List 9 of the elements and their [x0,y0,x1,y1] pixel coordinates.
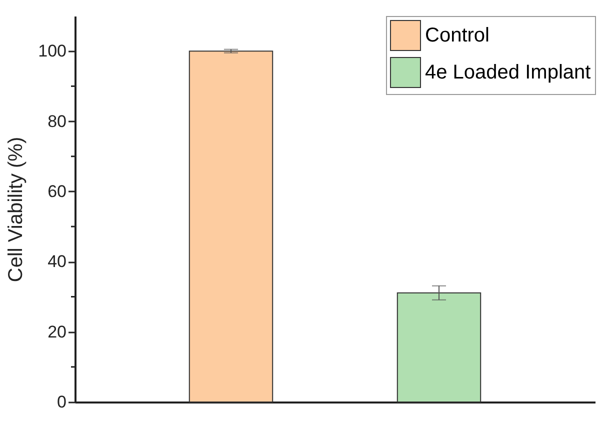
y-axis-title: Cell Viability (%) [5,136,28,282]
y-tick-label: 40 [48,252,66,272]
legend-label: 4e Loaded Implant [425,62,592,84]
y-tick-label: 80 [48,112,66,131]
y-tick-label: 20 [48,322,66,342]
y-tick-label: 100 [38,42,66,61]
y-tick-label: 0 [57,392,66,412]
y-tick-label: 60 [48,182,66,201]
legend-label: Control [425,24,490,46]
